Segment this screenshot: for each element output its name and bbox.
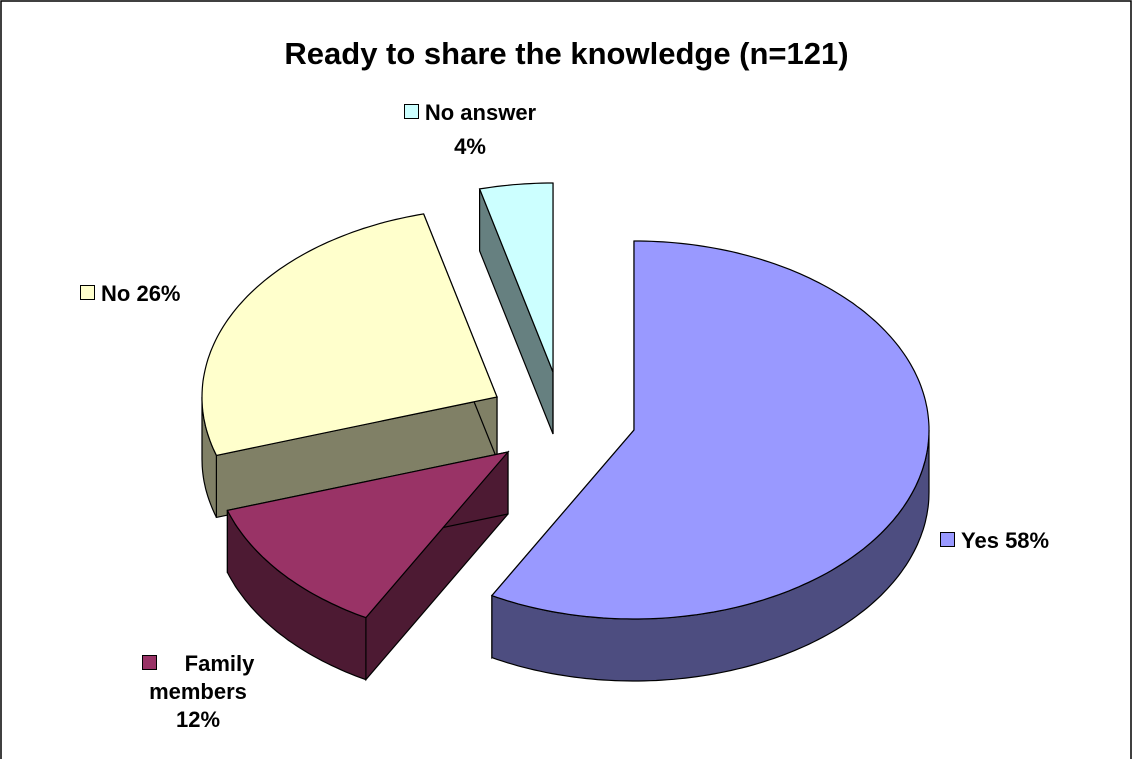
slice-name: Yes	[961, 528, 999, 553]
slice-label: No answer 4%	[370, 99, 570, 161]
legend-key	[80, 285, 95, 300]
slice	[478, 182, 554, 373]
legend-key	[141, 655, 157, 670]
legend-key	[403, 104, 419, 119]
slice-value: 4%	[454, 134, 486, 159]
chart-title: Ready to share the knowledge (n=121)	[284, 36, 849, 71]
legend-key	[940, 532, 955, 547]
slice	[201, 213, 498, 457]
slice-label: Family members 12%	[108, 650, 288, 734]
slice-name: No answer	[424, 100, 537, 125]
slice	[490, 240, 930, 620]
slice-value: 12%	[175, 707, 221, 732]
slice-label: No 26%	[80, 280, 181, 308]
slice-name: Family members	[149, 651, 255, 704]
slice-value: 26%	[136, 281, 181, 306]
slice-label: Yes 58%	[940, 527, 1049, 555]
slice	[226, 451, 510, 619]
slice-name: No	[101, 281, 131, 306]
slice-value: 58%	[1005, 528, 1050, 553]
